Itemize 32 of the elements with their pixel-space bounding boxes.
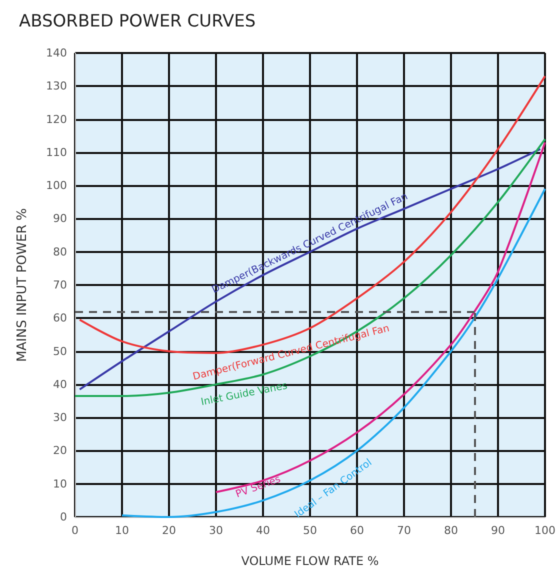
y-tick-label: 70 bbox=[53, 278, 67, 292]
y-axis-title: MAINS INPUT POWER % bbox=[15, 208, 30, 362]
x-tick-label: 0 bbox=[72, 524, 78, 537]
y-tick-label: 60 bbox=[53, 312, 67, 325]
y-tick-label: 110 bbox=[46, 146, 67, 159]
x-tick-label: 70 bbox=[397, 524, 411, 537]
y-tick-label: 40 bbox=[53, 378, 67, 391]
y-tick-label: 20 bbox=[53, 444, 67, 458]
x-tick-label: 30 bbox=[209, 524, 223, 537]
y-tick-label: 120 bbox=[46, 112, 67, 126]
y-tick-label: 100 bbox=[46, 179, 67, 192]
x-tick-label: 90 bbox=[491, 524, 505, 537]
x-tick-label: 20 bbox=[162, 524, 176, 537]
y-tick-label: 50 bbox=[53, 344, 67, 358]
y-tick-label: 140 bbox=[46, 46, 67, 60]
x-tick-label: 40 bbox=[256, 524, 270, 537]
x-tick-label: 100 bbox=[534, 524, 556, 537]
x-tick-label: 60 bbox=[350, 524, 364, 537]
x-tick-label: 50 bbox=[303, 524, 317, 537]
x-tick-label: 80 bbox=[444, 524, 458, 537]
text: PV Series bbox=[234, 474, 282, 500]
y-tick-label: 0 bbox=[60, 510, 67, 524]
y-tick-label: 10 bbox=[53, 477, 67, 490]
y-tick-label: 130 bbox=[46, 80, 67, 93]
y-tick-label: 90 bbox=[53, 212, 67, 226]
line-series bbox=[121, 188, 546, 518]
x-tick-label: 10 bbox=[115, 524, 129, 537]
y-tick-label: 80 bbox=[53, 245, 67, 258]
chart-title: ABSORBED POWER CURVES bbox=[19, 12, 256, 32]
y-tick-label: 30 bbox=[53, 411, 67, 424]
x-axis-title: VOLUME FLOW RATE % bbox=[241, 554, 379, 568]
text: Inlet Guide Vanes bbox=[200, 380, 288, 408]
